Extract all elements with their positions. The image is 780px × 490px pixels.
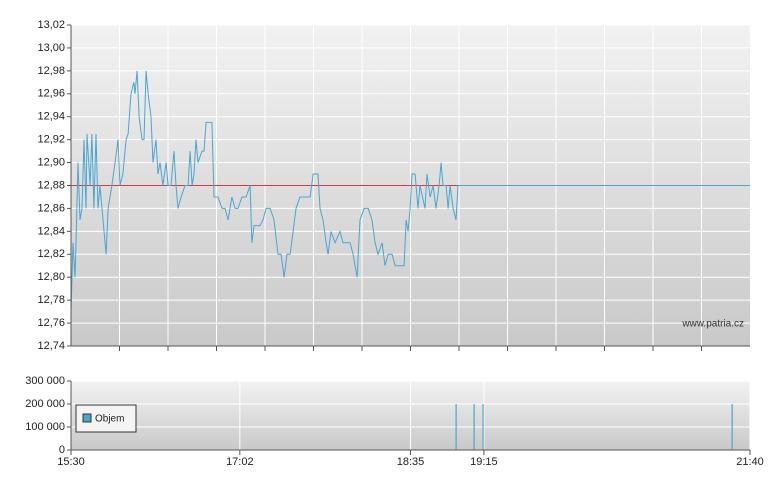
x-tick-label: 19:15	[470, 456, 498, 468]
volume-bar	[455, 404, 457, 450]
y-tick-label: 13,00	[37, 42, 65, 54]
y-tick-label: 12,86	[37, 202, 65, 214]
y-tick-label: 12,88	[37, 179, 65, 191]
x-tick-label: 17:02	[226, 456, 254, 468]
x-tick-label: 21:40	[736, 456, 764, 468]
y-tick-label: 12,74	[37, 340, 65, 352]
x-tick-label: 18:35	[397, 456, 425, 468]
volume-bar	[473, 404, 475, 450]
y-tick-label: 13,02	[37, 19, 65, 31]
y-tick-label: 12,94	[37, 111, 65, 123]
y-tick-label: 200 000	[25, 398, 65, 410]
y-tick-label: 300 000	[25, 375, 65, 387]
y-tick-label: 12,90	[37, 156, 65, 168]
y-tick-label: 12,96	[37, 88, 65, 100]
watermark: www.patria.cz	[681, 319, 744, 330]
y-tick-label: 12,80	[37, 271, 65, 283]
x-tick-label: 15:30	[57, 456, 85, 468]
y-tick-label: 12,82	[37, 248, 65, 260]
y-tick-label: 0	[59, 444, 65, 456]
y-tick-label: 12,76	[37, 317, 65, 329]
price-line	[70, 70, 750, 312]
y-tick-label: 12,78	[37, 294, 65, 306]
volume-bar	[731, 404, 733, 450]
y-tick-label: 12,98	[37, 65, 65, 77]
legend-swatch	[82, 413, 92, 423]
volume-bar	[482, 404, 484, 450]
legend-label: Objem	[95, 414, 124, 425]
y-tick-label: 12,84	[37, 225, 65, 237]
y-tick-label: 100 000	[25, 421, 65, 433]
y-tick-label: 12,92	[37, 134, 65, 146]
